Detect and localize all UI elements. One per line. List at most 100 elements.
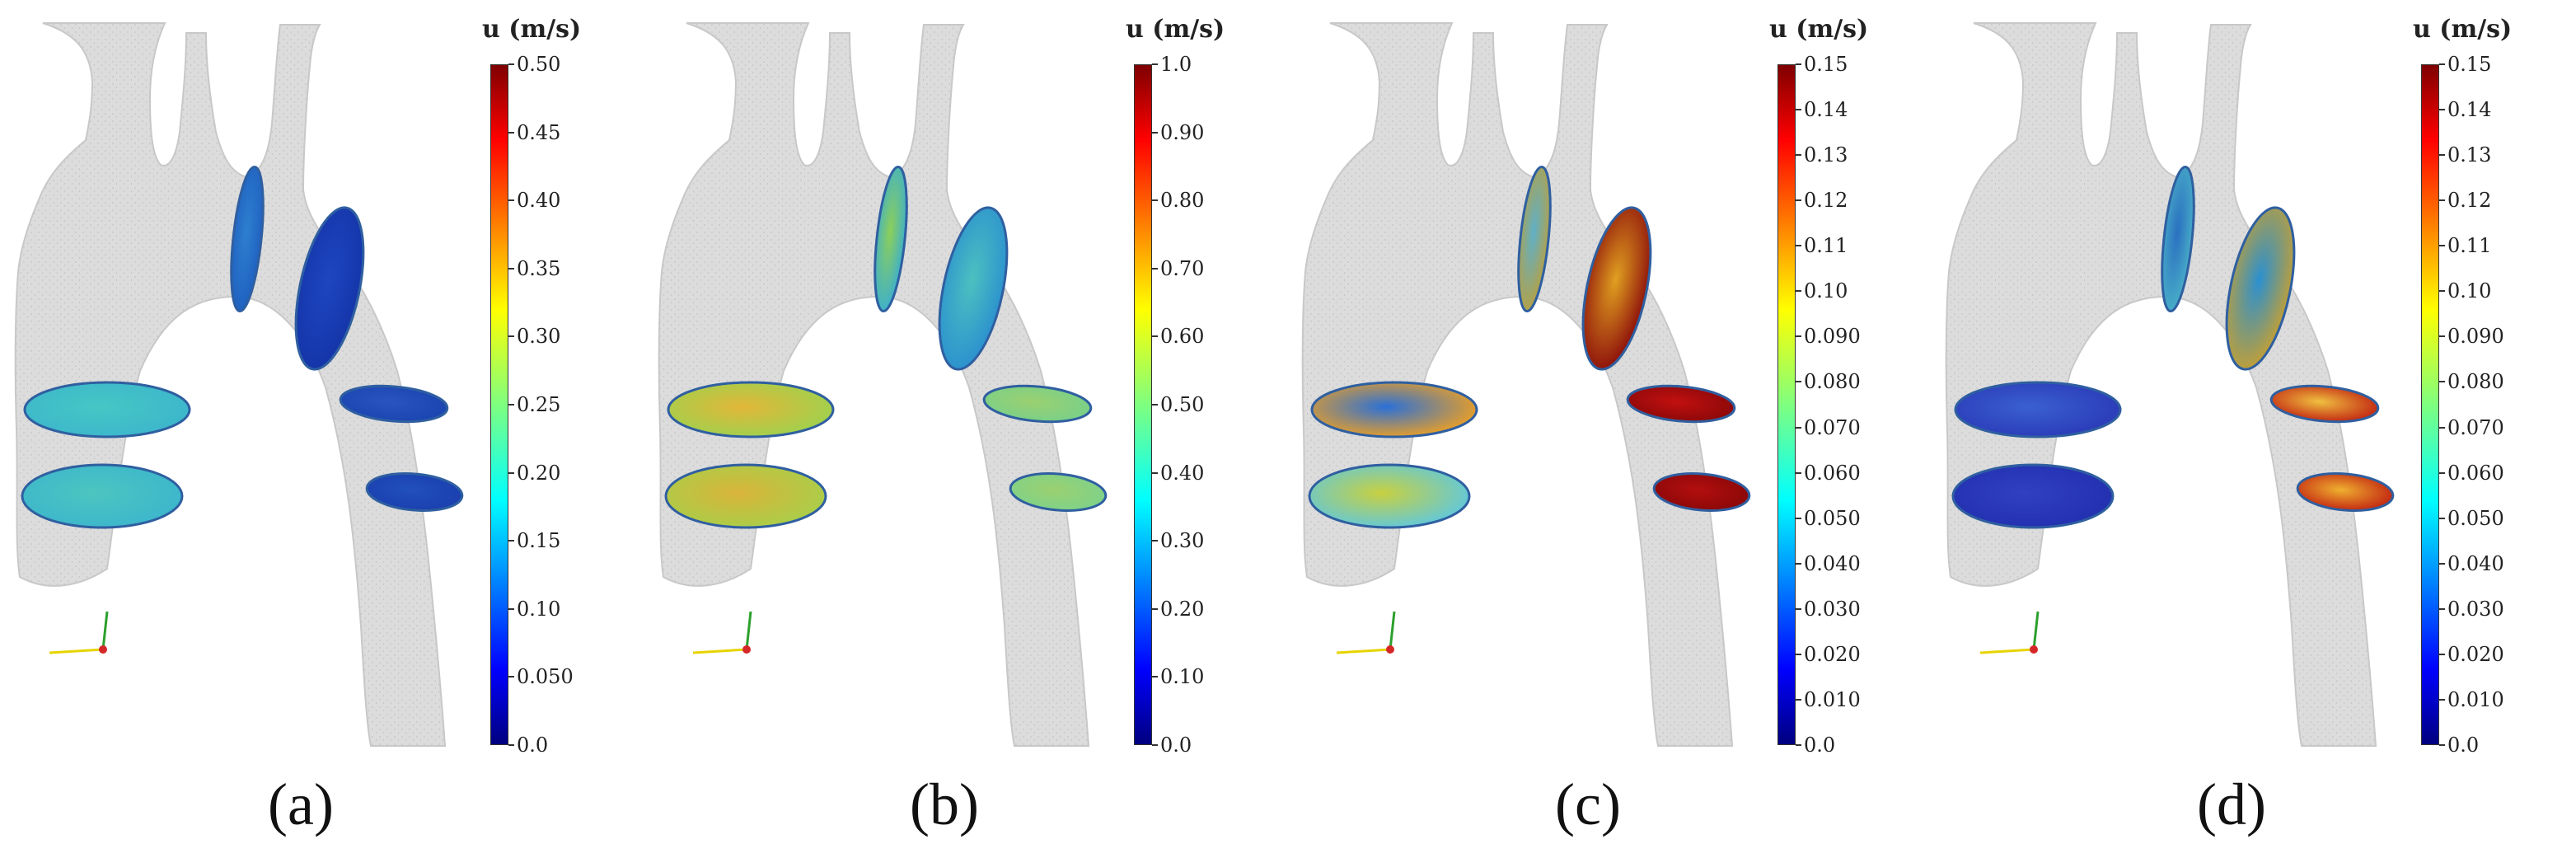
colorbar-title: u (m/s) — [1769, 15, 1869, 44]
colorbar-tick-mark — [508, 131, 514, 134]
colorbar-tick-label: 0.12 — [2447, 189, 2492, 213]
colorbar-tick-label: 0.0 — [517, 734, 549, 757]
colorbar-tick-label: 0.040 — [2447, 551, 2504, 575]
velocity-slice — [1951, 463, 2115, 529]
colorbar-tick-mark — [1796, 653, 1801, 655]
colorbar-tick-mark — [1796, 381, 1801, 383]
colorbar-tick-label: 0.35 — [517, 256, 561, 280]
colorbar-tick-mark — [2439, 199, 2445, 202]
colorbar-tick-label: 0.10 — [1160, 665, 1205, 689]
velocity-slice — [2225, 206, 2296, 371]
colorbar-tick-label: 0.12 — [1804, 189, 1848, 213]
velocity-slice — [664, 463, 827, 529]
colorbar-tick-label: 0.050 — [2447, 506, 2504, 530]
vessel-surface — [14, 22, 447, 747]
colorbar-tick-label: 0.010 — [2447, 687, 2504, 711]
colorbar-tick-label: 0.020 — [2447, 642, 2504, 666]
colorbar-tick-mark — [508, 607, 514, 610]
colorbar-tick-mark — [2439, 335, 2445, 338]
colorbar-tick-label: 0.14 — [2447, 98, 2492, 122]
colorbar-tick-label: 0.0 — [2447, 734, 2480, 757]
velocity-slice — [21, 463, 184, 529]
colorbar-tick-label: 0.020 — [1804, 642, 1861, 666]
colorbar-tick-mark — [1152, 131, 1158, 134]
colorbar-tick-label: 0.090 — [2447, 325, 2504, 349]
colorbar-tick-mark — [1796, 335, 1801, 338]
velocity-slice — [2269, 384, 2380, 424]
colorbar-tick-mark — [508, 540, 514, 542]
colorbar-tick-mark — [2439, 245, 2445, 247]
colorbar-tick-mark — [2439, 653, 2445, 655]
colorbar-tick-mark — [2439, 698, 2445, 701]
colorbar-tick-mark — [1796, 199, 1801, 202]
vessel-surface — [1301, 22, 1734, 747]
colorbar-tick-mark — [1152, 471, 1158, 474]
colorbar-tick-label: 0.60 — [1160, 325, 1205, 349]
colorbar-tick-mark — [1796, 517, 1801, 519]
velocity-slice — [1652, 472, 1751, 512]
colorbar-tick-label: 0.50 — [1160, 393, 1205, 416]
panel-caption: (b) — [910, 771, 979, 837]
orientation-axes-icon — [692, 611, 752, 654]
panel-b: u (m/s) 1.0 0.90 0.80 0.70 0.60 0.50 0.40 0.30 0.… — [644, 0, 1287, 858]
velocity-slice — [339, 384, 449, 424]
colorbar-tick-mark — [1796, 63, 1801, 65]
colorbar-tick-label: 0.50 — [517, 53, 561, 76]
colorbar-tick-mark — [508, 744, 514, 746]
colorbar-tick-label: 0.070 — [2447, 415, 2504, 439]
velocity-slice — [230, 165, 265, 313]
panel-a: u (m/s) 0.50 0.45 0.40 0.35 0.30 0.25 0.20 0.15 0… — [0, 0, 644, 858]
colorbar-tick-mark — [508, 404, 514, 406]
colorbar-tick-mark — [508, 471, 514, 474]
colorbar-tick-mark — [2439, 63, 2445, 65]
panel-caption: (c) — [1555, 771, 1621, 837]
panel-c: u (m/s) 0.15 0.14 0.13 0.12 0.11 0.10 0.090 0.08… — [1287, 0, 1931, 858]
colorbar-tick-label: 0.030 — [1804, 597, 1861, 621]
vessel-surface — [1945, 22, 2377, 747]
colorbar-tick-label: 0.090 — [1804, 325, 1861, 349]
colorbar-tick-mark — [2439, 154, 2445, 157]
orientation-axes-icon — [49, 611, 109, 654]
velocity-slice — [1626, 384, 1736, 424]
colorbar-tick-label: 0.80 — [1160, 189, 1205, 213]
colorbar-tick-label: 0.060 — [1804, 461, 1861, 485]
colorbar-tick-mark — [2439, 426, 2445, 429]
aorta-geometry — [658, 22, 1108, 747]
colorbar — [1777, 64, 1796, 745]
colorbar-tick-label: 0.13 — [1804, 143, 1848, 167]
colorbar-tick-mark — [2439, 517, 2445, 519]
panel-caption: (d) — [2197, 771, 2266, 837]
velocity-slice — [1310, 381, 1478, 438]
velocity-slice — [1009, 472, 1108, 512]
velocity-slice — [2161, 165, 2195, 313]
colorbar-tick-mark — [508, 676, 514, 678]
colorbar-tick-label: 0.0 — [1160, 734, 1192, 757]
colorbar-tick-mark — [1796, 744, 1801, 746]
colorbar-tick-label: 0.30 — [517, 325, 561, 349]
colorbar-tick-mark — [2439, 381, 2445, 383]
colorbar-title: u (m/s) — [1126, 15, 1225, 44]
colorbar-tick-label: 0.030 — [2447, 597, 2504, 621]
colorbar-tick-label: 0.14 — [1804, 98, 1848, 122]
colorbar — [1134, 64, 1152, 745]
velocity-slice — [667, 381, 835, 438]
colorbar-tick-label: 0.060 — [2447, 461, 2504, 485]
colorbar-tick-mark — [1152, 63, 1158, 65]
colorbar-tick-label: 0.40 — [517, 189, 561, 213]
colorbar-tick-mark — [1796, 698, 1801, 701]
velocity-slice — [1308, 463, 1471, 529]
colorbar-tick-mark — [1152, 676, 1158, 678]
vessel-surface — [658, 22, 1090, 747]
velocity-slice — [938, 206, 1009, 371]
colorbar-tick-label: 0.30 — [1160, 529, 1205, 553]
colorbar-tick-label: 0.070 — [1804, 415, 1861, 439]
colorbar-tick-mark — [1796, 471, 1801, 474]
colorbar-tick-mark — [2439, 471, 2445, 474]
colorbar-tick-label: 0.70 — [1160, 256, 1205, 280]
colorbar-tick-mark — [508, 335, 514, 338]
colorbar-tick-mark — [1796, 290, 1801, 293]
colorbar-tick-mark — [508, 267, 514, 270]
colorbar-tick-label: 0.45 — [517, 120, 561, 144]
colorbar-tick-label: 0.40 — [1160, 461, 1205, 485]
colorbar-tick-label: 0.0 — [1804, 734, 1836, 757]
